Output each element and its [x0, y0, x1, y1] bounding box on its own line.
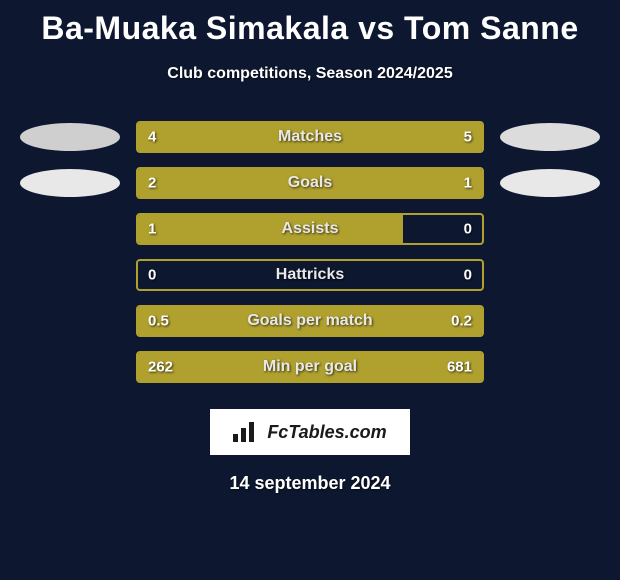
source-badge: FcTables.com: [210, 409, 410, 455]
date-text: 14 september 2024: [0, 473, 620, 494]
stat-row: 1 0 Assists: [10, 205, 610, 253]
stat-label: Goals: [288, 174, 332, 192]
value-right: 0: [464, 221, 472, 238]
team-right-oval: [500, 169, 600, 197]
stat-row: 262 681 Min per goal: [10, 343, 610, 391]
bar-left-fill: [138, 215, 403, 243]
stat-label: Min per goal: [263, 358, 357, 376]
page-title: Ba-Muaka Simakala vs Tom Sanne: [0, 0, 620, 47]
stat-bar: 2 1 Goals: [136, 167, 484, 199]
stat-row: 0 0 Hattricks: [10, 251, 610, 299]
stat-row: 0.5 0.2 Goals per match: [10, 297, 610, 345]
subtitle: Club competitions, Season 2024/2025: [0, 65, 620, 83]
stat-row: 2 1 Goals: [10, 159, 610, 207]
value-right: 0.2: [451, 313, 472, 330]
stat-bar: 262 681 Min per goal: [136, 351, 484, 383]
value-right: 1: [464, 175, 472, 192]
stat-label: Assists: [282, 220, 339, 238]
badge-text: FcTables.com: [267, 422, 386, 443]
bars-icon: [233, 422, 261, 442]
stat-row: 4 5 Matches: [10, 113, 610, 161]
stat-bar: 0.5 0.2 Goals per match: [136, 305, 484, 337]
team-left-oval: [20, 123, 120, 151]
value-left: 0.5: [148, 313, 169, 330]
stat-label: Goals per match: [247, 312, 372, 330]
bar-left-fill: [138, 123, 289, 151]
value-right: 681: [447, 359, 472, 376]
team-left-oval: [20, 169, 120, 197]
value-left: 1: [148, 221, 156, 238]
stat-bar: 1 0 Assists: [136, 213, 484, 245]
value-right: 5: [464, 129, 472, 146]
value-right: 0: [464, 267, 472, 284]
value-left: 4: [148, 129, 156, 146]
stat-label: Matches: [278, 128, 342, 146]
value-left: 262: [148, 359, 173, 376]
stat-bar: 0 0 Hattricks: [136, 259, 484, 291]
stats-content: 45Matches21Goals10Assists00Hattricks0.50…: [0, 113, 620, 391]
stat-label: Hattricks: [276, 266, 344, 284]
value-left: 0: [148, 267, 156, 284]
team-right-oval: [500, 123, 600, 151]
stat-bar: 4 5 Matches: [136, 121, 484, 153]
value-left: 2: [148, 175, 156, 192]
bar-left-fill: [138, 169, 368, 197]
